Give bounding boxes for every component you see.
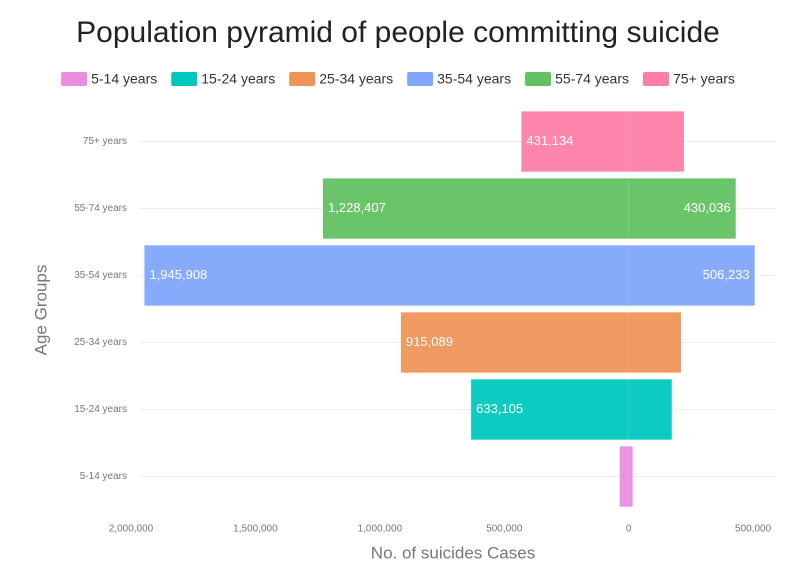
legend-item: 35-54 years [407,71,511,87]
bar [628,245,755,306]
y-axis-title: Age Groups [31,265,50,356]
legend-label: 35-54 years [437,71,511,87]
bar [521,111,629,172]
value-label: 1,228,407 [328,200,386,215]
legend-label: 55-74 years [555,71,629,87]
value-label: 430,036 [684,200,731,215]
legend-swatch [643,72,670,86]
x-tick-label: 2,000,000 [109,524,154,535]
value-label: 1,945,908 [149,267,207,282]
bar [619,446,629,507]
bar [628,111,684,172]
x-tick-label: 500,000 [735,524,772,535]
legend-item: 15-24 years [171,71,275,87]
x-tick-label: 1,500,000 [233,524,278,535]
legend-item: 25-34 years [289,71,393,87]
y-tick-label: 35-54 years [74,270,127,281]
legend-swatch [289,72,316,86]
legend-label: 5-14 years [91,71,157,87]
legend-label: 75+ years [673,71,735,87]
legend-swatch [61,72,88,86]
bar [628,178,736,239]
bar [400,312,629,373]
legend-swatch [407,72,434,86]
x-axis-title: No. of suicides Cases [371,543,535,562]
x-tick-label: 500,000 [486,524,523,535]
legend-item: 55-74 years [525,71,629,87]
y-tick-label: 25-34 years [74,337,127,348]
x-tick-label: 1,000,000 [358,524,403,535]
bar [628,446,633,507]
y-tick-label: 55-74 years [74,203,127,214]
legend-item: 5-14 years [61,71,157,87]
legend-label: 25-34 years [319,71,393,87]
value-label: 633,105 [476,401,523,416]
y-tick-label: 15-24 years [74,404,127,415]
value-label: 431,134 [526,133,573,148]
x-tick-label: 0 [626,524,632,535]
bar [323,178,629,239]
legend-label: 15-24 years [201,71,275,87]
bar [144,245,629,306]
bar [471,379,629,440]
legend-swatch [171,72,198,86]
value-label: 506,233 [703,267,750,282]
y-tick-label: 75+ years [83,136,127,147]
bar [628,379,672,440]
legend-swatch [525,72,552,86]
bar [628,312,681,373]
y-tick-label: 5-14 years [80,471,127,482]
legend-item: 75+ years [643,71,735,87]
value-label: 915,089 [406,334,453,349]
chart-title: Population pyramid of people committing … [76,16,720,49]
